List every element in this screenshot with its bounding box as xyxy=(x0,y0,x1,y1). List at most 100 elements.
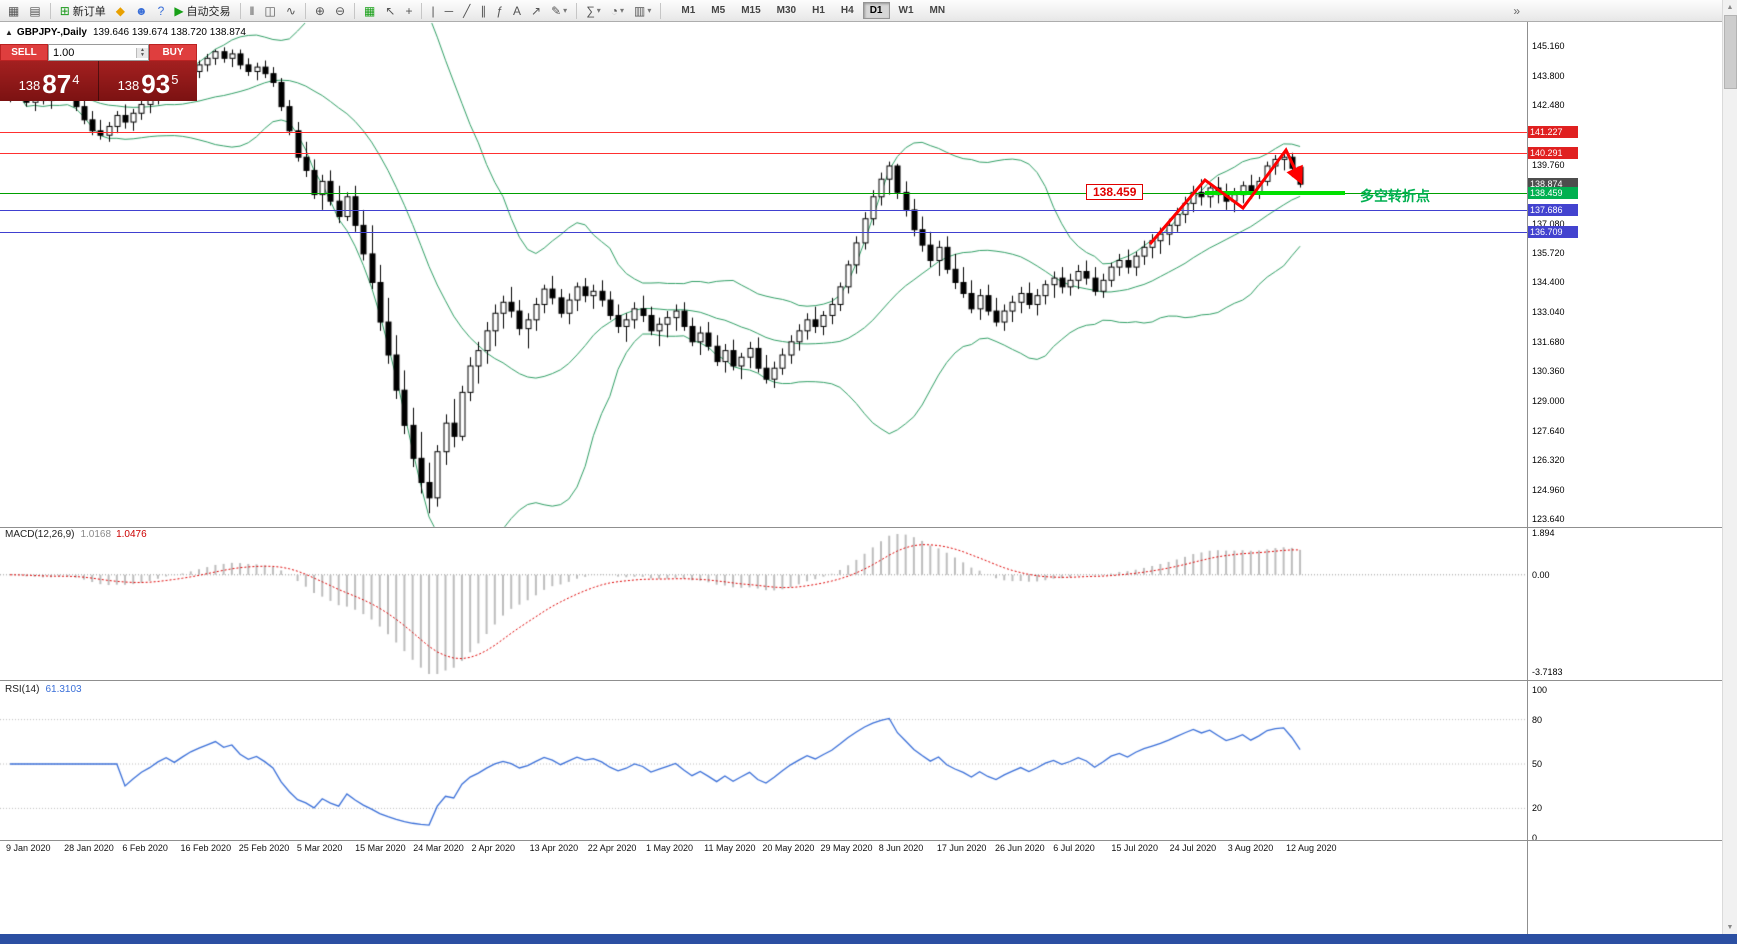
price-axis-label: 126.320 xyxy=(1532,455,1565,466)
tile-windows-icon-glyph: ▦ xyxy=(364,3,376,18)
support-highlight-line[interactable] xyxy=(1205,191,1345,195)
macd-axis-top: 1.894 xyxy=(1532,528,1555,538)
date-label: 17 Jun 2020 xyxy=(936,843,987,853)
price-axis-label: 123.640 xyxy=(1532,513,1565,524)
horizontal-line-136.709[interactable] xyxy=(0,232,1527,233)
scroll-up-icon[interactable]: ▲ xyxy=(1726,3,1734,11)
trendline-icon[interactable]: ╱ xyxy=(459,1,474,21)
horizontal-line-141.227[interactable] xyxy=(0,132,1527,133)
autotrading-button[interactable]: ▶ 自动交易 xyxy=(170,1,234,21)
sell-price-big: 87 xyxy=(42,69,72,99)
volume-input[interactable] xyxy=(49,46,136,59)
support-price-label[interactable]: 138.459 xyxy=(1086,184,1144,200)
candlestick-chart-icon[interactable]: ◫ xyxy=(261,1,280,21)
toolbar-overflow-icon[interactable]: » xyxy=(1513,3,1520,18)
arrow-tool-icon[interactable]: ↗ xyxy=(527,1,545,21)
macd-axis-zero: 0.00 xyxy=(1532,569,1550,580)
volume-up-icon[interactable]: ▲ xyxy=(136,47,148,53)
templates-icon[interactable]: ▥ ▾ xyxy=(630,1,655,21)
price-axis-label: 124.960 xyxy=(1532,484,1565,495)
new-order-button[interactable]: ⊞ 新订单 xyxy=(56,1,110,21)
timeframe-h1[interactable]: H1 xyxy=(812,5,825,16)
vertical-scrollbar[interactable]: ▲ ▼ xyxy=(1722,0,1737,934)
vertical-line-icon[interactable]: | xyxy=(427,1,438,21)
date-label: 11 May 2020 xyxy=(704,843,756,853)
zoom-in-icon[interactable]: ⊕ xyxy=(311,1,329,21)
shapes-icon-glyph: ✎ xyxy=(551,3,562,18)
support-tag: 138.459 xyxy=(1528,187,1578,200)
fibonacci-icon[interactable]: ƒ xyxy=(492,1,507,21)
crosshair-icon[interactable]: + xyxy=(401,1,416,21)
community-icon-glyph: ☻ xyxy=(134,3,148,18)
buy-price-prefix: 138 xyxy=(117,78,140,93)
date-label: 13 Apr 2020 xyxy=(529,843,579,853)
timeframe-h4[interactable]: H4 xyxy=(840,5,854,16)
cursor-icon[interactable]: ↖ xyxy=(381,1,399,21)
toolbar-separator xyxy=(576,2,578,19)
bar-chart-icon[interactable]: ‖ xyxy=(246,1,259,21)
volume-down-icon[interactable]: ▼ xyxy=(136,52,148,58)
text-icon[interactable]: A xyxy=(509,1,525,21)
volume-spinner[interactable]: ▲ ▼ xyxy=(136,47,148,58)
rsi-axis-label: 80 xyxy=(1532,714,1543,725)
candlestick-chart-icon-glyph: ◫ xyxy=(264,3,276,18)
toolbar-separator xyxy=(660,2,662,19)
toolbar-separator xyxy=(304,2,306,19)
time-axis[interactable]: 9 Jan 2020 28 Jan 2020 6 Feb 2020 16 Feb 20… xyxy=(0,843,1527,856)
date-label: 15 Jul 2020 xyxy=(1111,843,1158,853)
buy-price-area[interactable]: 138 93 5 xyxy=(99,61,197,101)
timeframe-m1[interactable]: M1 xyxy=(681,5,696,16)
sell-price-prefix: 138 xyxy=(18,78,41,93)
level-tag-2: 136.709 xyxy=(1528,225,1578,238)
toolbar-separator xyxy=(49,2,51,19)
timeframe-m15[interactable]: M15 xyxy=(741,5,761,16)
community-icon[interactable]: ☻ xyxy=(131,1,152,21)
scroll-down-icon[interactable]: ▼ xyxy=(1726,923,1734,931)
date-label: 3 Aug 2020 xyxy=(1227,843,1274,853)
text-icon-glyph: A xyxy=(513,3,522,18)
periods-icon-glyph: ◔ xyxy=(610,3,619,18)
rsi-axis-label: 0 xyxy=(1532,833,1538,843)
timeframe-m30[interactable]: M30 xyxy=(776,5,797,16)
vertical-line-icon-glyph: | xyxy=(431,3,435,18)
timeframe-d1[interactable]: D1 xyxy=(862,2,890,19)
tile-windows-icon[interactable]: ▦ xyxy=(360,1,379,21)
timeframe-m5[interactable]: M5 xyxy=(711,5,726,16)
toolbar-separator xyxy=(354,2,356,19)
shapes-icon[interactable]: ✎ ▾ xyxy=(547,1,571,21)
arrow-tool-icon-glyph: ↗ xyxy=(531,3,542,18)
date-label: 26 Jun 2020 xyxy=(995,843,1045,853)
date-label: 8 Jun 2020 xyxy=(878,843,924,853)
price-axis-label: 142.480 xyxy=(1532,99,1565,110)
horizontal-line-138.459[interactable] xyxy=(0,193,1527,194)
scrollbar-thumb[interactable] xyxy=(1724,15,1737,89)
buy-price-big: 93 xyxy=(141,69,171,99)
price-axis-label: 137.080 xyxy=(1532,218,1565,229)
line-chart-icon[interactable]: ∿ xyxy=(282,1,300,21)
buy-button[interactable]: BUY xyxy=(149,44,197,61)
price-axis-label: 135.720 xyxy=(1532,248,1565,259)
pivot-annotation-text[interactable]: 多空转折点 xyxy=(1360,188,1430,204)
chart-profiles-icon[interactable]: ▤ xyxy=(25,1,44,21)
toolbar-separator xyxy=(239,2,241,19)
new-order-button-glyph: ⊞ xyxy=(59,3,70,18)
new-order-button-label: 新订单 xyxy=(72,5,106,18)
new-chart-icon[interactable]: ▦ xyxy=(4,1,23,21)
cursor-icon-glyph: ↖ xyxy=(385,3,396,18)
indicators-icon[interactable]: ∑ ▾ xyxy=(582,1,605,21)
zoom-out-icon[interactable]: ⊖ xyxy=(331,1,349,21)
horizontal-line-140.291[interactable] xyxy=(0,153,1527,154)
sell-button[interactable]: SELL xyxy=(0,44,48,61)
horizontal-line-137.686[interactable] xyxy=(0,210,1527,211)
horizontal-line-icon-glyph: ─ xyxy=(444,3,454,18)
periods-icon[interactable]: ◔ ▾ xyxy=(607,1,628,21)
horizontal-line-icon[interactable]: ─ xyxy=(441,1,458,21)
sell-price-area[interactable]: 138 87 4 xyxy=(0,61,99,101)
help-icon[interactable]: ? xyxy=(154,1,169,21)
timeframe-w1[interactable]: W1 xyxy=(898,5,914,16)
mql5-icon[interactable]: ◆ xyxy=(112,1,129,21)
autotrading-button-label: 自动交易 xyxy=(186,5,231,18)
channel-icon[interactable]: ∥ xyxy=(476,1,490,21)
timeframe-mn[interactable]: MN xyxy=(929,5,946,16)
